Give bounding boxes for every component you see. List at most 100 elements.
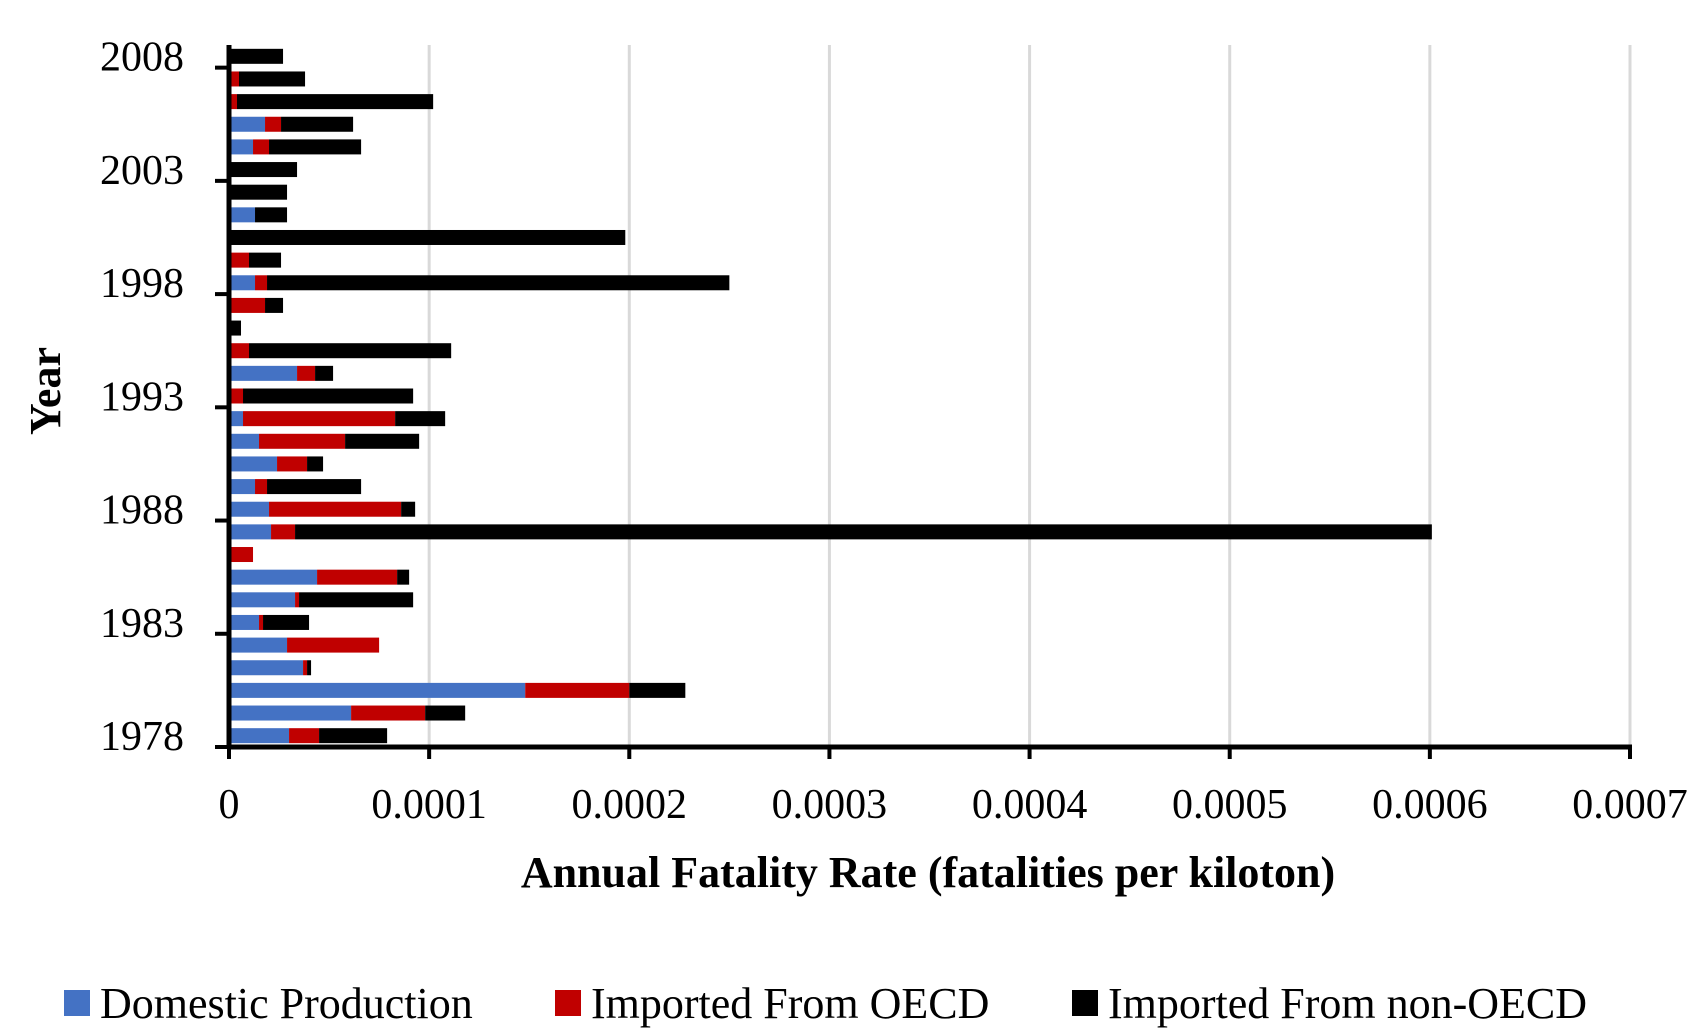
gridlines xyxy=(427,45,1632,747)
bar-segment xyxy=(229,614,260,630)
bar-segment xyxy=(229,411,244,427)
bar-segment xyxy=(397,569,410,585)
bar-segment xyxy=(269,139,362,155)
x-tick-label: 0.0005 xyxy=(1172,782,1288,828)
bar-segment xyxy=(229,660,304,676)
legend-label: Imported From OECD xyxy=(591,979,989,1028)
bar-segment xyxy=(255,207,288,223)
bar-segment xyxy=(229,71,240,87)
y-tick-label: 1993 xyxy=(100,374,184,420)
bar-segment xyxy=(269,501,402,517)
bar-segment xyxy=(425,705,466,721)
y-tick-label: 2008 xyxy=(100,35,184,81)
x-tick-label: 0.0004 xyxy=(972,782,1088,828)
bar-segment xyxy=(345,433,420,449)
bar-segment xyxy=(317,569,398,585)
bar-segment xyxy=(255,479,268,495)
bar-segment xyxy=(249,252,282,268)
bar-segment xyxy=(299,592,414,608)
x-axis-title: Annual Fatality Rate (fatalities per kil… xyxy=(521,848,1335,897)
bar-segment xyxy=(229,569,318,585)
bar-segment xyxy=(271,524,296,540)
y-tick-label: 1988 xyxy=(100,488,184,534)
bar-segment xyxy=(253,139,270,155)
bar-segment xyxy=(229,116,266,132)
x-tick-label: 0.0002 xyxy=(572,782,688,828)
bar-segment xyxy=(229,388,244,404)
axes xyxy=(215,45,1632,759)
bar-segment xyxy=(243,411,396,427)
bar-segment xyxy=(229,207,256,223)
bar-segment xyxy=(229,94,238,110)
bar-segment xyxy=(289,728,320,744)
bar-segment xyxy=(229,48,284,64)
x-tick-label: 0.0007 xyxy=(1572,782,1688,828)
legend-swatch xyxy=(64,990,90,1016)
bar-segment xyxy=(229,592,296,608)
legend: Domestic Production Imported From OECD Imp… xyxy=(64,979,1587,1028)
tick-labels: 0 0.0001 0.0002 0.0003 0.0004 0.0005 0.0006 0.0… xyxy=(100,35,1688,828)
bar-segment xyxy=(229,343,250,359)
bar-segment xyxy=(295,524,1432,540)
bar-segment xyxy=(229,320,242,336)
bar-segment xyxy=(307,456,324,472)
bar-segment xyxy=(229,275,256,291)
bar-segment xyxy=(229,682,526,698)
bars xyxy=(229,48,1432,744)
bar-segment xyxy=(295,592,300,608)
bar-segment xyxy=(229,524,272,540)
x-tick-label: 0 xyxy=(219,782,240,828)
bar-segment xyxy=(255,275,268,291)
bar-segment xyxy=(265,297,284,313)
bar-segment xyxy=(307,660,312,676)
legend-label: Domestic Production xyxy=(100,979,473,1028)
bar-segment xyxy=(315,365,334,381)
bar-segment xyxy=(229,728,290,744)
bar-segment xyxy=(239,71,306,87)
bar-segment xyxy=(237,94,434,110)
x-tick-label: 0.0006 xyxy=(1372,782,1488,828)
bar-segment xyxy=(395,411,446,427)
bar-segment xyxy=(351,705,426,721)
bar-segment xyxy=(525,682,630,698)
y-tick-label: 1998 xyxy=(100,261,184,307)
legend-label: Imported From non-OECD xyxy=(1108,979,1587,1028)
bar-segment xyxy=(229,365,298,381)
legend-item: Domestic Production xyxy=(64,979,473,1028)
bar-segment xyxy=(319,728,388,744)
bar-segment xyxy=(249,343,452,359)
x-tick-label: 0.0001 xyxy=(371,782,487,828)
bar-segment xyxy=(277,456,308,472)
bar-segment xyxy=(229,456,278,472)
bar-segment xyxy=(229,637,288,653)
bar-segment xyxy=(229,705,352,721)
bar-segment xyxy=(229,229,626,245)
bar-segment xyxy=(267,275,730,291)
legend-swatch xyxy=(1072,990,1098,1016)
bar-segment xyxy=(229,184,288,200)
bar-segment xyxy=(229,501,270,517)
bar-segment xyxy=(287,637,380,653)
bar-segment xyxy=(259,614,264,630)
bar-segment xyxy=(303,660,308,676)
y-tick-label: 1983 xyxy=(100,601,184,647)
bar-segment xyxy=(629,682,686,698)
bar-segment xyxy=(281,116,354,132)
x-tick-label: 0.0003 xyxy=(772,782,888,828)
bar-segment xyxy=(229,139,254,155)
bar-segment xyxy=(401,501,416,517)
bar-segment xyxy=(229,162,298,178)
bar-segment xyxy=(229,252,250,268)
bar-segment xyxy=(243,388,414,404)
bar-segment xyxy=(263,614,310,630)
legend-item: Imported From non-OECD xyxy=(1072,979,1587,1028)
y-axis-title: Year xyxy=(21,347,70,435)
bar-segment xyxy=(229,297,266,313)
y-tick-label: 2003 xyxy=(100,148,184,194)
bar-segment xyxy=(229,547,254,563)
bar-segment xyxy=(267,479,362,495)
legend-item: Imported From OECD xyxy=(555,979,989,1028)
bar-segment xyxy=(297,365,316,381)
